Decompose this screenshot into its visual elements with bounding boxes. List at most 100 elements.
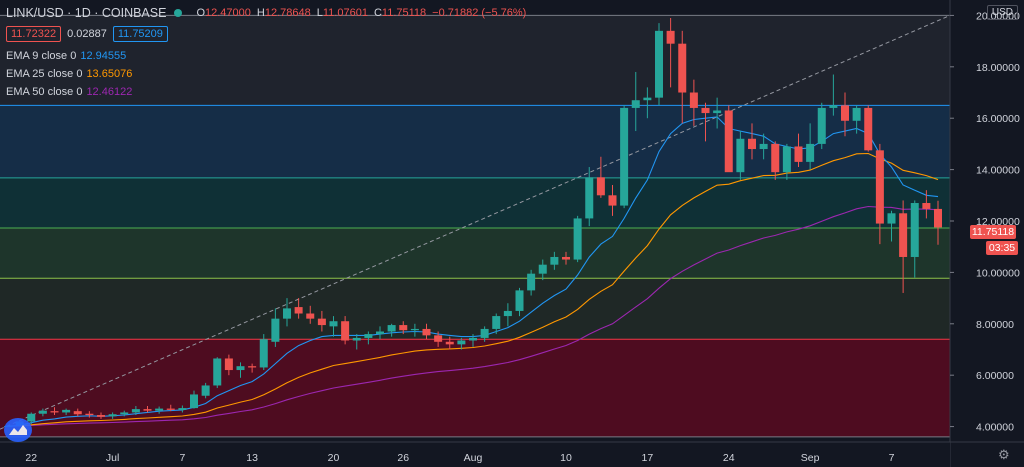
spread-value: 0.02887: [67, 28, 107, 40]
candle-body: [201, 385, 210, 396]
candle-body: [27, 413, 36, 422]
candle-body: [875, 150, 884, 224]
time-tick-label: Jul: [106, 452, 119, 464]
buy-sell-row: 11.72322 0.02887 11.75209: [6, 26, 168, 42]
fib-band: [0, 105, 950, 178]
candle-body: [678, 43, 687, 93]
last-price-label: 11.75118: [970, 225, 1016, 239]
candle-body: [306, 313, 315, 319]
close-value: 11.75118: [381, 7, 427, 19]
candle-body: [329, 321, 338, 327]
market-status-icon: [174, 9, 183, 17]
candle-body: [829, 105, 838, 108]
time-tick-label: 10: [560, 452, 572, 464]
candle-body: [620, 107, 629, 206]
indicator-legend-ema25[interactable]: EMA 25 close 0 13.65076: [6, 68, 133, 80]
time-tick-label: 13: [246, 452, 258, 464]
trend-line-dashed: [0, 14, 951, 430]
candle-body: [434, 335, 443, 342]
candle-body: [527, 273, 536, 291]
candle-body: [643, 97, 652, 101]
candle-body: [666, 30, 675, 44]
candle-body: [550, 256, 559, 265]
ohlc-values: O12.47000 H12.78648 L11.07601 C11.75118 …: [196, 7, 527, 19]
indicator-legend-ema9[interactable]: EMA 9 close 0 12.94555: [6, 50, 127, 62]
candle-body: [62, 409, 71, 413]
time-tick-label: 20: [328, 452, 340, 464]
candle-body: [97, 415, 105, 417]
time-tick-label: 24: [723, 452, 735, 464]
price-tick-label: 10.00000: [976, 267, 1020, 279]
candle-body: [515, 290, 524, 311]
tradingview-logo-icon[interactable]: [4, 418, 32, 442]
candle-body: [817, 107, 826, 144]
candle-body: [131, 409, 140, 413]
ema25-line: [7, 152, 939, 427]
fib-band: [0, 227, 950, 279]
open-value: 12.47000: [205, 7, 251, 19]
candle-body: [596, 177, 605, 196]
candle-body: [806, 143, 815, 162]
currency-button[interactable]: USD: [986, 5, 1018, 20]
candle-body: [283, 308, 291, 319]
candle-body: [585, 177, 594, 219]
price-tick-label: 18.00000: [976, 62, 1020, 74]
candle-body: [689, 92, 698, 108]
price-tick-label: 14.00000: [976, 165, 1020, 177]
gear-icon[interactable]: ⚙: [998, 447, 1010, 462]
candle-body: [213, 358, 222, 386]
fib-band: [0, 15, 950, 106]
symbol-header: LINK/USD · 1D · COINBASE O12.47000 H12.7…: [6, 4, 526, 22]
candle-body: [503, 310, 512, 317]
candle-body: [492, 316, 501, 329]
candle-body: [85, 413, 94, 416]
candle-body: [352, 337, 361, 341]
candle-body: [364, 334, 373, 338]
candle-body: [608, 195, 617, 206]
candle-body: [469, 337, 477, 341]
price-tick-label: 8.00000: [976, 319, 1014, 331]
candle-body: [922, 203, 931, 209]
candle-body: [724, 110, 733, 173]
candle-body: [748, 138, 756, 150]
candle-body: [399, 325, 408, 331]
price-tick-label: 6.00000: [976, 370, 1014, 382]
candle-body: [387, 325, 396, 332]
candlesticks: [4, 17, 942, 428]
trend-line[interactable]: [0, 14, 951, 430]
time-tick-label: 17: [642, 452, 654, 464]
fib-band: [0, 339, 950, 437]
candle-body: [143, 409, 152, 411]
sell-button[interactable]: 11.72322: [6, 26, 62, 42]
candle-body: [50, 411, 59, 413]
fib-retracement-bands: [0, 14, 950, 438]
candle-body: [864, 107, 873, 151]
candle-body: [794, 146, 803, 162]
time-axis[interactable]: 22 Jul 7 13 20 26 Aug 10 17 24 Sep 7: [0, 441, 1024, 467]
price-tick-label: 4.00000: [976, 422, 1014, 434]
candle-body: [759, 143, 768, 150]
ema50-line: [7, 205, 939, 427]
candle-body: [713, 110, 722, 114]
candle-body: [887, 213, 896, 224]
candle-body: [445, 341, 454, 345]
time-tick-label: 7: [179, 452, 185, 464]
candle-body: [38, 410, 47, 414]
time-tick-label: 26: [397, 452, 409, 464]
candle-body: [317, 318, 326, 326]
symbol-title[interactable]: LINK/USD · 1D · COINBASE: [6, 6, 167, 20]
candle-body: [910, 203, 919, 257]
indicator-legend-ema50[interactable]: EMA 50 close 0 12.46122: [6, 86, 133, 98]
candle-body: [166, 408, 175, 410]
candle-body: [224, 358, 233, 371]
candle-body: [852, 107, 861, 121]
high-value: 12.78648: [264, 7, 311, 19]
time-tick-label: 22: [25, 452, 37, 464]
time-tick-label: Sep: [801, 452, 820, 464]
candle-body: [562, 256, 570, 260]
time-tick-label: Aug: [464, 452, 483, 464]
candle-body: [259, 339, 268, 368]
candle-body: [934, 208, 942, 228]
buy-button[interactable]: 11.75209: [112, 26, 168, 42]
